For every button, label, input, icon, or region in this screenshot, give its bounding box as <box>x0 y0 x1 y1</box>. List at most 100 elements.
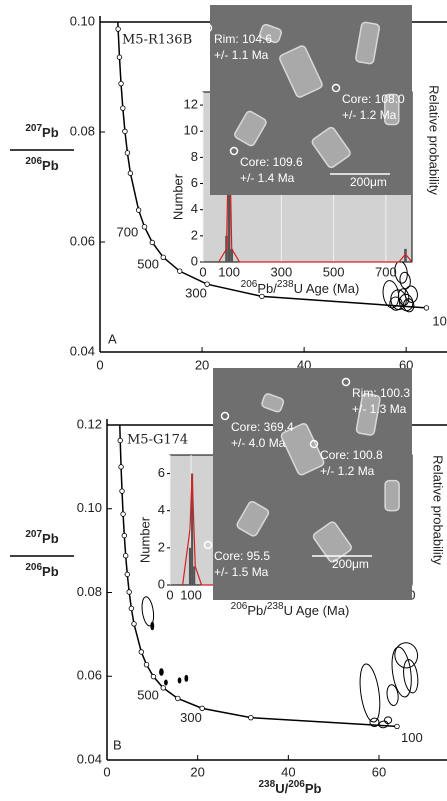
concordia-point <box>127 170 134 176</box>
spot-annotation: +/- 1.2 Ma <box>320 464 375 478</box>
concordia-point <box>120 105 126 111</box>
concordia-point <box>116 54 123 60</box>
spot-annotation: +/- 1.4 Ma <box>240 171 295 185</box>
concordia-point <box>118 80 124 87</box>
label-part: 206 <box>25 562 42 573</box>
histogram-bar <box>230 248 234 262</box>
concordia-age-label: 100 <box>432 313 447 328</box>
concordia-point <box>175 695 181 702</box>
crystal <box>280 423 325 476</box>
label-part: 206 <box>25 156 42 167</box>
label-part: 207 <box>25 529 42 540</box>
spot-marker <box>229 146 239 156</box>
concordia-point <box>150 673 157 680</box>
label-part: U/ <box>275 781 288 796</box>
label-part: Pb/ <box>247 603 267 618</box>
concordia-point <box>141 224 148 230</box>
scale-label: 200μm <box>332 557 369 571</box>
error-ellipse <box>403 659 419 694</box>
concordia-point <box>120 511 126 517</box>
histogram-y-label: Number <box>137 516 152 563</box>
concordia-age-label: 500 <box>137 257 159 272</box>
histogram-x-tick-label: 0 <box>166 587 173 602</box>
label-part: Pb/ <box>257 281 277 296</box>
y-axis-label: 206Pb <box>25 562 58 579</box>
plot-area <box>117 425 419 730</box>
label-part: Pb <box>42 564 59 579</box>
y-tick-label: 0.06 <box>70 233 95 248</box>
y-tick-label: 0.08 <box>70 123 95 138</box>
error-ellipse <box>359 663 381 723</box>
label-part: Pb <box>305 781 322 796</box>
concordia-point <box>135 207 142 213</box>
crystal <box>384 93 400 126</box>
label-part: U Age (Ma) <box>284 603 350 618</box>
concordia-point <box>160 685 166 691</box>
label-part: Pb <box>42 158 59 173</box>
spot-marker <box>331 83 341 93</box>
concordia-point <box>394 723 400 730</box>
panel-title: M5-R136B <box>122 33 192 48</box>
spot-annotation: Core: 109.6 <box>240 155 303 169</box>
spot-annotation: Rim: 104.6 <box>214 32 272 46</box>
concordia-point <box>124 150 131 156</box>
crystal <box>234 110 267 147</box>
y-tick-label: 0.12 <box>77 416 102 431</box>
scale-label: 200μm <box>350 175 387 189</box>
spot-annotation: Rim: 100.3 <box>352 386 410 400</box>
concordia-age-label: 300 <box>180 710 202 725</box>
y-tick-label: 0.06 <box>77 668 102 683</box>
histogram-x-label: 206Pb/238U Age (Ma) <box>241 279 360 296</box>
label-part: Pb <box>42 125 59 140</box>
spot-marker <box>309 439 319 449</box>
right-axis-label: Relative probability <box>427 85 442 195</box>
concordia-point <box>122 552 129 559</box>
probability-curve <box>218 111 413 263</box>
concordia-point <box>204 281 210 287</box>
histogram-bar <box>404 248 407 262</box>
concordia-age-label: 300 <box>185 286 207 301</box>
error-ellipse <box>391 646 412 698</box>
crystal <box>279 45 323 98</box>
x-tick-label: 20 <box>190 764 204 779</box>
spot-annotation: Core: 108.0 <box>342 92 405 106</box>
label-part: U Age (Ma) <box>294 281 360 296</box>
spot-annotation: +/- 1.2 Ma <box>342 108 397 122</box>
concordia-point <box>128 605 135 612</box>
y-tick-label: 0.04 <box>70 343 95 358</box>
concordia-point <box>117 437 123 444</box>
error-ellipse <box>184 674 189 682</box>
spot-marker <box>341 377 351 387</box>
error-ellipse <box>150 621 155 631</box>
crystal <box>261 393 285 413</box>
histogram-x-label: 206Pb/238U Age (Ma) <box>231 601 350 618</box>
y-axis-label: 207Pb <box>25 123 58 140</box>
label-part: 206 <box>241 279 258 290</box>
error-ellipse <box>394 642 419 669</box>
y-tick-label: 0.10 <box>77 500 102 515</box>
histogram-bar <box>193 566 196 585</box>
concordia-point <box>121 532 128 539</box>
crystal <box>236 501 270 537</box>
plot-area <box>115 22 430 313</box>
label-part: Pb <box>42 531 59 546</box>
concordia-point <box>119 488 125 494</box>
spot-annotation: Core: 100.8 <box>320 448 383 462</box>
panel-letter: A <box>108 331 117 346</box>
spot-annotation: +/- 4.0 Ma <box>231 436 286 450</box>
spot-annotation: Core: 369.4 <box>231 420 294 434</box>
y-axis-label: 207Pb <box>25 529 58 546</box>
concordia-point <box>143 661 150 668</box>
histogram-bar <box>191 473 194 585</box>
concordia-point <box>199 705 205 712</box>
crystal <box>259 23 283 44</box>
histogram-y-tick-label: 2 <box>191 227 198 242</box>
histogram-y-tick-label: 10 <box>184 123 198 138</box>
histogram-y-tick-label: 8 <box>191 149 198 164</box>
x-tick-label: 20 <box>195 357 209 372</box>
label-part: 238 <box>267 601 284 612</box>
y-tick-label: 0.08 <box>77 584 102 599</box>
label-part: 238 <box>259 779 276 790</box>
y-axis-label: 206Pb <box>25 156 58 173</box>
concordia-point <box>248 714 254 721</box>
